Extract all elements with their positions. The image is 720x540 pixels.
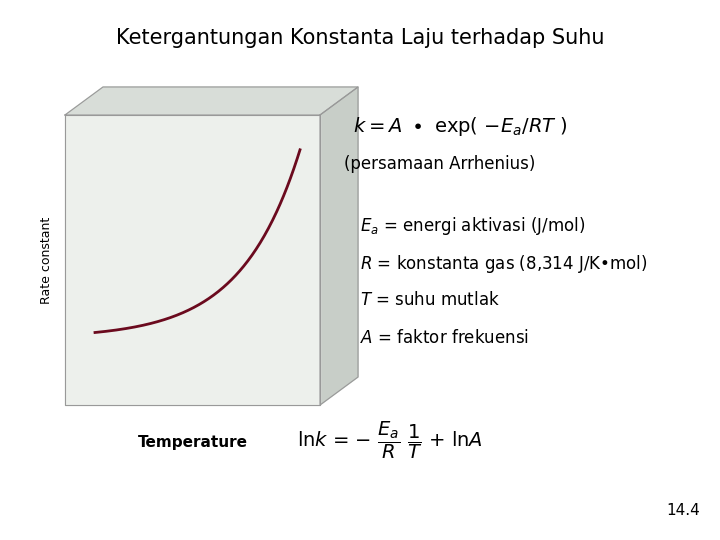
Text: (persamaan Arrhenius): (persamaan Arrhenius) <box>344 155 536 173</box>
Text: $T$ = suhu mutlak: $T$ = suhu mutlak <box>360 291 500 309</box>
Text: $A$ = faktor frekuensi: $A$ = faktor frekuensi <box>360 329 529 347</box>
Polygon shape <box>320 87 358 405</box>
Text: Rate constant: Rate constant <box>40 217 53 303</box>
Text: Ketergantungan Konstanta Laju terhadap Suhu: Ketergantungan Konstanta Laju terhadap S… <box>116 28 604 48</box>
Polygon shape <box>65 115 320 405</box>
Text: 14.4: 14.4 <box>666 503 700 518</box>
Text: $k = A\ \bullet\ \mathrm{exp(}\ {-E_a}/{RT}\ \mathrm{)}$: $k = A\ \bullet\ \mathrm{exp(}\ {-E_a}/{… <box>353 115 567 138</box>
Polygon shape <box>65 87 358 115</box>
Text: $E_a$ = energi aktivasi (J/mol): $E_a$ = energi aktivasi (J/mol) <box>360 215 585 237</box>
Text: ln$k$ = $-\ \dfrac{E_a}{R}\ \dfrac{1}{T}$ + ln$A$: ln$k$ = $-\ \dfrac{E_a}{R}\ \dfrac{1}{T}… <box>297 420 483 461</box>
Text: Temperature: Temperature <box>138 435 248 450</box>
Text: $R$ = konstanta gas (8,314 J/K•mol): $R$ = konstanta gas (8,314 J/K•mol) <box>360 253 647 275</box>
